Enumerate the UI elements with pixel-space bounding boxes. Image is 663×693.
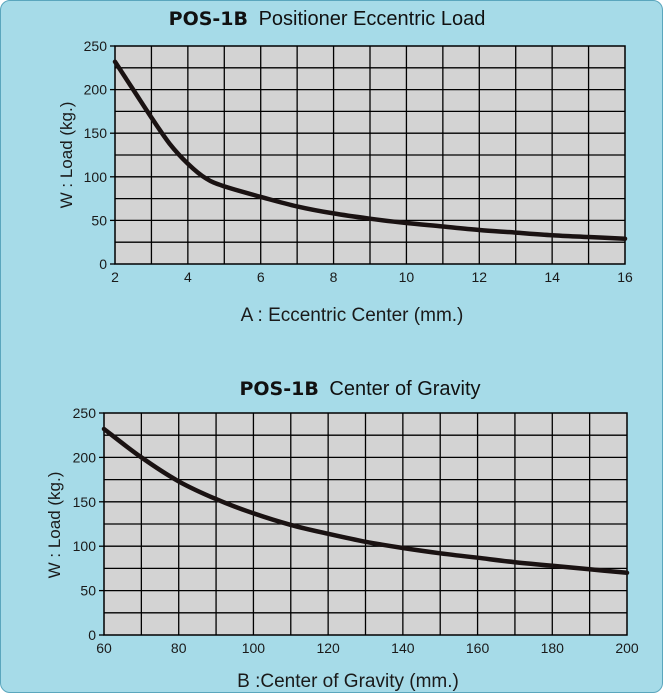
center-of-gravity-chart: POS-1B Center of Gravity 60 80 100 120 140 16… <box>45 378 639 692</box>
y-tick-label: 100 <box>73 538 97 554</box>
plot-border <box>103 412 628 636</box>
y-axis-label: W : Load (kg.) <box>57 102 76 209</box>
x-tick-label: 80 <box>171 640 187 656</box>
chart-title: POS-1B Positioner Eccentric Load <box>169 8 486 30</box>
x-tick-label: 100 <box>242 640 266 656</box>
y-axis-label: W : Load (kg.) <box>45 472 64 579</box>
y-tick-labels: 0 50 100 150 200 250 <box>84 38 115 272</box>
eccentric-load-chart: POS-1B Positioner Eccentric Load 2 4 6 8 10 1… <box>57 8 633 326</box>
x-tick-label: 2 <box>111 269 119 285</box>
chart-title: POS-1B Center of Gravity <box>239 378 480 400</box>
y-tick-label: 200 <box>73 449 97 465</box>
y-tick-label: 0 <box>99 256 107 272</box>
y-tick-label: 250 <box>73 405 97 421</box>
y-tick-label: 250 <box>84 38 108 54</box>
chart-title-rest: Positioner Eccentric Load <box>259 8 486 30</box>
x-tick-label: 4 <box>184 269 192 285</box>
x-tick-label: 12 <box>471 269 487 285</box>
x-axis-label: A : Eccentric Center (mm.) <box>241 305 464 326</box>
y-tick-labels: 0 50 100 150 200 250 <box>73 405 104 643</box>
load-curve <box>101 426 630 576</box>
x-axis-label: B :Center of Gravity (mm.) <box>237 671 459 692</box>
plot-border <box>114 45 626 265</box>
chart-title-bold: POS-1B <box>169 8 248 30</box>
x-tick-label: 10 <box>399 269 415 285</box>
x-tick-label: 180 <box>541 640 565 656</box>
x-tick-label: 16 <box>617 269 633 285</box>
y-tick-label: 50 <box>91 212 107 228</box>
y-tick-label: 100 <box>84 169 108 185</box>
x-tick-labels: 2 4 6 8 10 12 14 16 <box>111 269 633 285</box>
chart-title-rest: Center of Gravity <box>329 378 480 400</box>
y-tick-label: 200 <box>84 82 108 98</box>
y-tick-label: 0 <box>88 627 96 643</box>
y-tick-label: 150 <box>73 494 97 510</box>
x-tick-label: 8 <box>330 269 338 285</box>
x-tick-label: 14 <box>544 269 560 285</box>
x-tick-label: 60 <box>96 640 112 656</box>
y-tick-label: 150 <box>84 125 108 141</box>
x-tick-label: 140 <box>391 640 415 656</box>
x-tick-labels: 60 80 100 120 140 160 180 200 <box>96 640 639 656</box>
x-tick-label: 6 <box>257 269 265 285</box>
x-tick-label: 200 <box>615 640 639 656</box>
grid-lines <box>104 413 627 635</box>
x-tick-label: 120 <box>316 640 340 656</box>
chart-title-bold: POS-1B <box>239 378 318 400</box>
x-tick-label: 160 <box>466 640 490 656</box>
load-curve <box>112 59 628 241</box>
y-tick-label: 50 <box>80 583 96 599</box>
